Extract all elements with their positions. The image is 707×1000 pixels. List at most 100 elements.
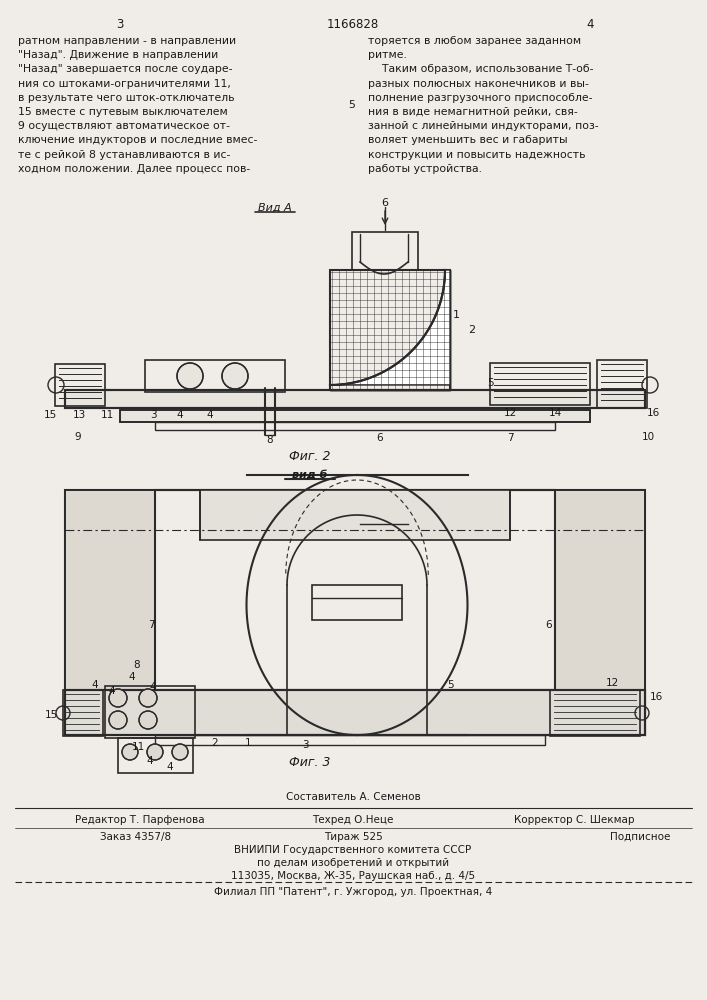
Text: 10: 10 [641,432,655,442]
Text: ния в виде немагнитной рейки, свя-: ния в виде немагнитной рейки, свя- [368,107,578,117]
Text: 3: 3 [302,740,308,750]
Text: работы устройства.: работы устройства. [368,164,482,174]
Text: 1166828: 1166828 [327,18,379,31]
Text: конструкции и повысить надежность: конструкции и повысить надежность [368,150,585,160]
Text: 12: 12 [503,408,517,418]
Bar [120,410,590,422]
Text: Составитель А. Семенов: Составитель А. Семенов [286,792,421,802]
Text: 4: 4 [206,410,214,420]
Circle shape [172,744,188,760]
Text: 9: 9 [75,432,81,442]
Text: 6: 6 [382,198,389,208]
Text: 3: 3 [117,18,124,31]
Text: 5: 5 [349,100,356,110]
Circle shape [139,711,157,729]
Text: 15: 15 [43,410,57,420]
Text: 2: 2 [211,738,218,748]
Text: занной с линейными индукторами, поз-: занной с линейными индукторами, поз- [368,121,599,131]
Text: 4: 4 [177,410,183,420]
Bar [65,390,645,408]
Text: 5: 5 [486,378,493,388]
Bar [120,410,590,422]
Bar [63,690,103,736]
Bar [118,738,193,773]
Text: разных полюсных наконечников и вы-: разных полюсных наконечников и вы- [368,79,589,89]
Text: 7: 7 [148,620,155,630]
Text: 6: 6 [377,433,383,443]
Bar [597,360,647,408]
Bar [155,422,555,430]
Text: 16: 16 [649,692,662,702]
Bar [490,363,590,405]
Text: торяется в любом заранее заданном: торяется в любом заранее заданном [368,36,581,46]
Circle shape [109,711,127,729]
Polygon shape [330,270,450,385]
Text: воляет уменьшить вес и габариты: воляет уменьшить вес и габариты [368,135,568,145]
Text: 113035, Москва, Ж-35, Раушская наб., д. 4/5: 113035, Москва, Ж-35, Раушская наб., д. … [231,871,475,881]
Bar [65,390,645,408]
Text: ния со штоками-ограничителями 11,: ния со штоками-ограничителями 11, [18,79,231,89]
Text: 7: 7 [507,433,513,443]
Text: Фиг. 3: Фиг. 3 [289,756,331,769]
Text: полнение разгрузочного приспособле-: полнение разгрузочного приспособле- [368,93,592,103]
Text: 8: 8 [267,435,274,445]
Bar [200,490,510,540]
Text: 14: 14 [549,408,561,418]
Text: 2: 2 [468,325,475,335]
Text: 16: 16 [646,408,660,418]
Text: 4: 4 [146,756,153,766]
Text: по делам изобретений и открытий: по делам изобретений и открытий [257,858,449,868]
Text: 4: 4 [92,680,98,690]
Bar [155,490,555,690]
Text: 11: 11 [132,742,145,752]
Text: "Назад". Движение в направлении: "Назад". Движение в направлении [18,50,218,60]
Circle shape [139,689,157,707]
Bar [65,490,155,735]
Circle shape [122,744,138,760]
Text: Редактор Т. Парфенова: Редактор Т. Парфенова [75,815,204,825]
Bar [555,490,645,690]
Bar [352,232,418,270]
Text: ключение индукторов и последние вмес-: ключение индукторов и последние вмес- [18,135,257,145]
Text: Вид А: Вид А [258,203,292,213]
Text: 3: 3 [150,410,156,420]
Bar [65,490,155,735]
Bar [65,690,645,735]
Text: 1: 1 [453,310,460,320]
Text: Корректор С. Шекмар: Корректор С. Шекмар [515,815,635,825]
Text: 5: 5 [447,680,453,690]
Bar [105,686,195,738]
Text: Таким образом, использование Т-об-: Таким образом, использование Т-об- [368,64,593,74]
Text: 4: 4 [129,672,135,682]
Text: 9 осуществляют автоматическое от-: 9 осуществляют автоматическое от- [18,121,230,131]
Bar [330,270,450,390]
Text: 4: 4 [167,762,173,772]
Text: 13: 13 [72,410,86,420]
Text: ВНИИПИ Государственного комитета СССР: ВНИИПИ Государственного комитета СССР [235,845,472,855]
Bar [55,364,105,406]
Text: 1: 1 [245,738,251,748]
Text: Техред О.Неце: Техред О.Неце [312,815,394,825]
Text: ритме.: ритме. [368,50,407,60]
Text: Заказ 4357/8: Заказ 4357/8 [100,832,171,842]
Circle shape [222,363,248,389]
Bar [550,690,640,736]
Text: Тираж 525: Тираж 525 [324,832,382,842]
Text: ратном направлении - в направлении: ратном направлении - в направлении [18,36,236,46]
Text: Филиал ПП "Патент", г. Ужгород, ул. Проектная, 4: Филиал ПП "Патент", г. Ужгород, ул. Прое… [214,887,492,897]
Circle shape [177,363,203,389]
Bar [312,585,402,620]
Text: 4: 4 [586,18,594,31]
Text: 12: 12 [605,678,619,688]
Text: 6: 6 [545,620,551,630]
Text: 4: 4 [109,686,115,696]
Bar [145,360,285,392]
Text: 4: 4 [150,682,156,692]
Text: вид б: вид б [292,470,327,480]
Circle shape [109,689,127,707]
Bar [65,490,645,735]
Text: те с рейкой 8 устанавливаются в ис-: те с рейкой 8 устанавливаются в ис- [18,150,230,160]
Text: "Назад" завершается после соударе-: "Назад" завершается после соударе- [18,64,233,74]
Text: Подписное: Подписное [610,832,670,842]
Text: ходном положении. Далее процесс пов-: ходном положении. Далее процесс пов- [18,164,250,174]
